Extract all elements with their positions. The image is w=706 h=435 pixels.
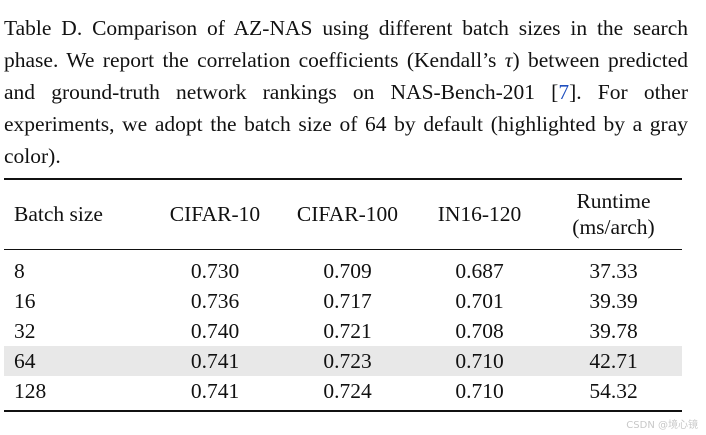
cell-in16-120: 0.710 bbox=[455, 379, 504, 403]
table-caption: Table D. Comparison of AZ-NAS using diff… bbox=[4, 12, 688, 172]
cell-cifar100: 0.717 bbox=[323, 289, 372, 313]
cell-in16-120: 0.687 bbox=[455, 259, 504, 283]
watermark: CSDN @境心镜 bbox=[626, 420, 698, 431]
cell-batch-size: 32 bbox=[14, 319, 36, 343]
table-row: 32 0.740 0.721 0.708 39.78 bbox=[4, 316, 682, 346]
header-row: Batch size CIFAR-10 CIFAR-100 IN16-120 R… bbox=[4, 181, 682, 247]
cell-batch-size: 16 bbox=[14, 289, 36, 313]
table-bottom-rule bbox=[4, 410, 682, 412]
caption-tau-symbol: τ bbox=[504, 48, 513, 72]
cell-runtime: 54.32 bbox=[589, 379, 638, 403]
cell-runtime: 39.39 bbox=[589, 289, 638, 313]
header-cifar10: CIFAR-10 bbox=[169, 202, 261, 226]
table-row-highlighted: 64 0.741 0.723 0.710 42.71 bbox=[4, 346, 682, 376]
header-runtime: Runtime (ms/arch) bbox=[545, 181, 682, 247]
cell-cifar10: 0.741 bbox=[149, 346, 281, 376]
cell-cifar10: 0.736 bbox=[190, 289, 240, 313]
caption-text-prefix: Table D. Comparison of AZ-NAS using diff… bbox=[4, 16, 688, 72]
cell-cifar10: 0.730 bbox=[190, 259, 240, 283]
caption-text-suffix: ]. For other experiments, we adopt the b… bbox=[4, 80, 688, 168]
header-batch-size: Batch size bbox=[14, 202, 103, 226]
cell-batch-size: 128 bbox=[14, 379, 47, 403]
cell-in16-120: 0.710 bbox=[414, 346, 545, 376]
cell-runtime: 42.71 bbox=[545, 346, 682, 376]
table-row: 8 0.730 0.709 0.687 37.33 bbox=[4, 256, 682, 286]
cell-cifar10: 0.741 bbox=[190, 379, 240, 403]
cell-batch-size: 64 bbox=[4, 346, 149, 376]
citation-link[interactable]: 7 bbox=[558, 80, 570, 104]
table-header-rule bbox=[4, 249, 682, 250]
header-runtime-line2: (ms/arch) bbox=[572, 215, 655, 239]
header-in16-120: IN16-120 bbox=[437, 202, 522, 226]
cell-in16-120: 0.701 bbox=[455, 289, 504, 313]
cell-runtime: 39.78 bbox=[589, 319, 638, 343]
table-row: 128 0.741 0.724 0.710 54.32 bbox=[4, 376, 682, 406]
cell-cifar100: 0.721 bbox=[323, 319, 372, 343]
table-body: 8 0.730 0.709 0.687 37.33 16 0.736 0.717… bbox=[4, 256, 682, 406]
cell-cifar100: 0.723 bbox=[281, 346, 414, 376]
cell-cifar10: 0.740 bbox=[190, 319, 240, 343]
cell-cifar100: 0.709 bbox=[323, 259, 372, 283]
header-runtime-line1: Runtime bbox=[576, 189, 651, 213]
header-cifar100: CIFAR-100 bbox=[296, 202, 399, 226]
cell-runtime: 37.33 bbox=[589, 259, 638, 283]
cell-cifar100: 0.724 bbox=[323, 379, 372, 403]
cell-batch-size: 8 bbox=[14, 259, 25, 283]
cell-in16-120: 0.708 bbox=[455, 319, 504, 343]
caption-text-middle: ) between predicted and ground-truth net… bbox=[4, 48, 688, 104]
table-header: Batch size CIFAR-10 CIFAR-100 IN16-120 R… bbox=[4, 181, 682, 247]
table-top-rule bbox=[4, 178, 682, 180]
table-row: 16 0.736 0.717 0.701 39.39 bbox=[4, 286, 682, 316]
